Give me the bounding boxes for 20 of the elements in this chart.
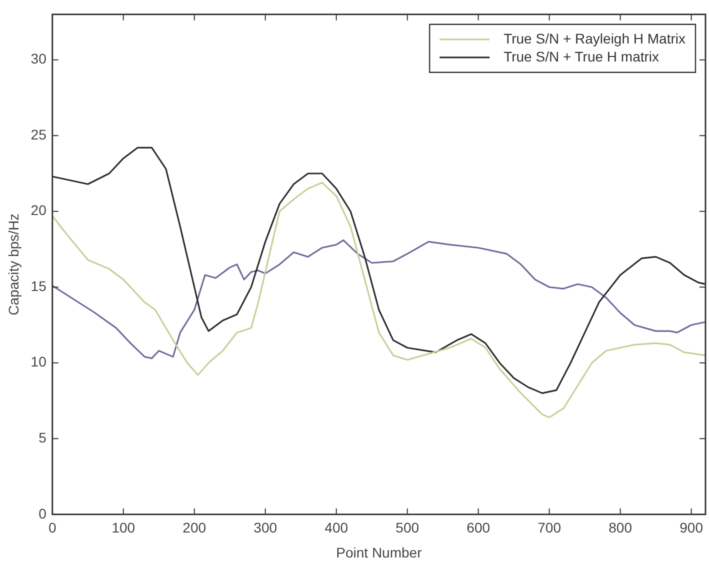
x-tick-label: 200 <box>182 520 206 536</box>
x-tick-label: 800 <box>608 520 632 536</box>
y-axis-title: Capacity bps/Hz <box>5 213 22 316</box>
legend-label: True S/N + True H matrix <box>504 48 660 64</box>
x-tick-label: 300 <box>254 520 278 536</box>
y-tick-label: 20 <box>30 202 47 218</box>
y-tick-label: 30 <box>30 50 47 67</box>
x-tick-label: 700 <box>538 520 562 536</box>
x-tick-label: 100 <box>112 520 136 536</box>
x-axis-title: Point Number <box>336 544 422 560</box>
x-tick-label: 600 <box>466 520 490 536</box>
y-tick-label: 15 <box>30 278 47 294</box>
legend-label: True S/N + Rayleigh H Matrix <box>504 30 686 46</box>
y-tick-label: 0 <box>38 505 47 522</box>
y-tick-label: 25 <box>30 126 47 142</box>
y-tick-label: 10 <box>30 354 47 370</box>
y-tick-label: 5 <box>38 430 47 446</box>
x-tick-label: 500 <box>396 520 420 536</box>
x-tick-label: 400 <box>324 520 348 536</box>
x-tick-label: 900 <box>680 520 704 536</box>
